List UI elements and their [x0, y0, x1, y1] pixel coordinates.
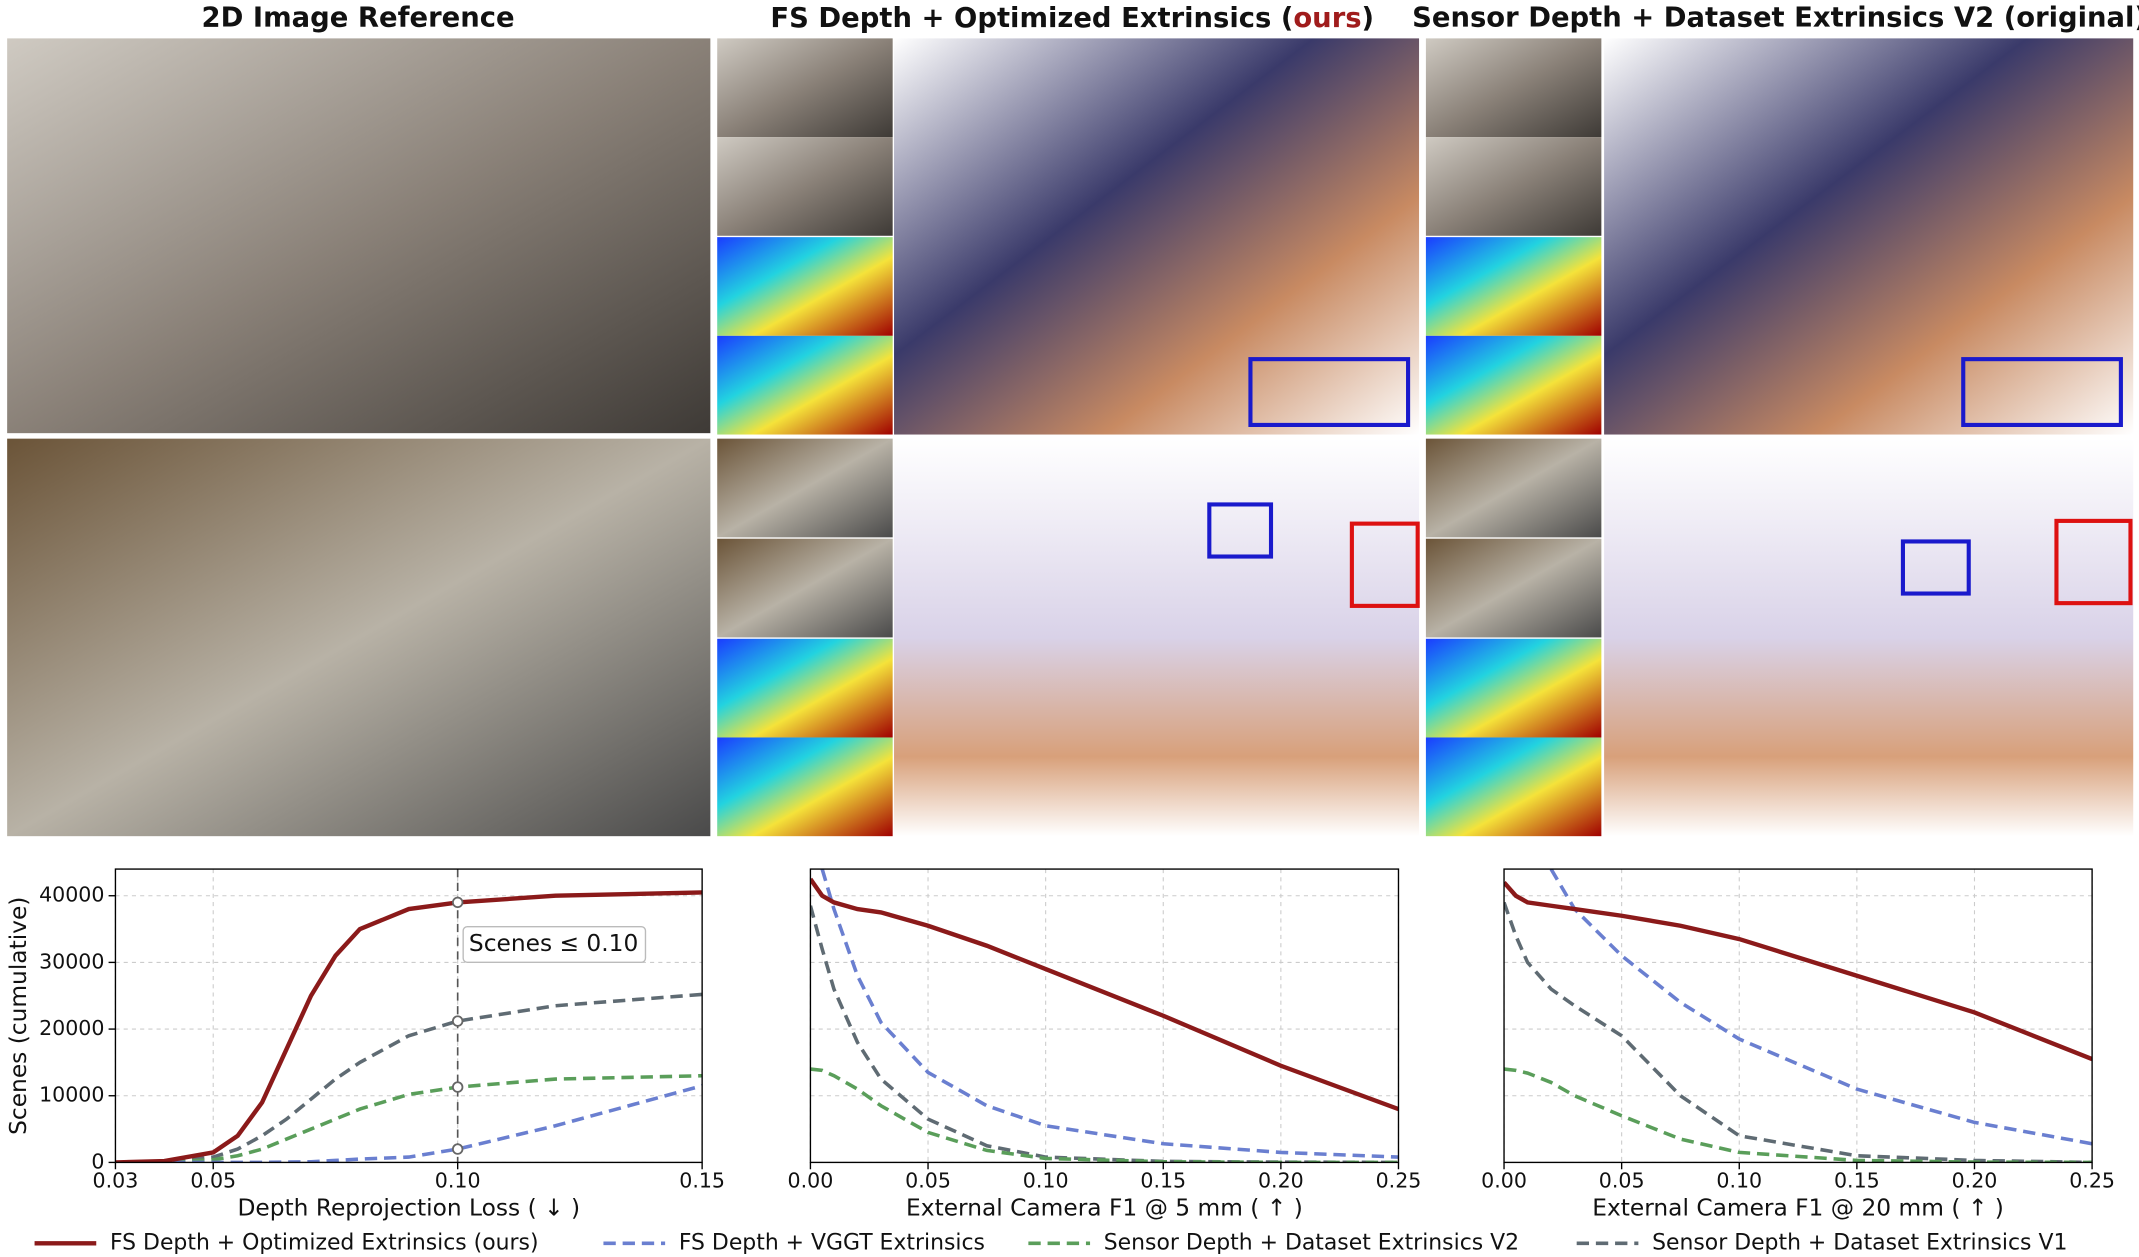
x-tick-label: 0.10 [435, 1169, 481, 1193]
depth-map [1425, 638, 1602, 738]
camera-frustum [1248, 357, 1411, 427]
thumb [1425, 538, 1602, 638]
point-cloud [1604, 438, 2134, 837]
x-tick-label: 0.20 [1952, 1169, 1998, 1193]
legend-label: Sensor Depth + Dataset Extrinsics V2 [1104, 1230, 1519, 1255]
x-tick-label: 0.25 [2069, 1169, 2115, 1193]
series-line [810, 1067, 1399, 1163]
point-marker [451, 1081, 464, 1093]
series-line [1504, 901, 2093, 1163]
photo [7, 38, 711, 434]
x-tick-label: 0.25 [1376, 1169, 1422, 1193]
x-axis-label: External Camera F1 @ 5 mm ( ↑ ) [906, 1195, 1303, 1222]
point-cloud [894, 38, 1420, 435]
thumb [1425, 438, 1602, 538]
thumb [717, 438, 893, 538]
camera-frustum [1961, 357, 2123, 427]
photo [7, 438, 711, 837]
point-marker [451, 1143, 464, 1155]
x-tick-label: 0.10 [1716, 1169, 1762, 1193]
x-tick-label: 0.20 [1258, 1169, 1304, 1193]
thumb [1425, 137, 1602, 236]
camera-frustum [2054, 518, 2133, 606]
series-line [1504, 1067, 2093, 1163]
x-tick-label: 0.05 [1599, 1169, 1645, 1193]
series-line [1504, 880, 2093, 1062]
y-tick-label: 20000 [39, 1016, 104, 1040]
depth-map [717, 638, 893, 738]
x-tick-label: 0.05 [190, 1169, 236, 1193]
depth-map [717, 237, 893, 336]
title-part: FS Depth + Optimized Extrinsics ( [770, 3, 1293, 34]
panel-title: 2D Image Reference [202, 3, 515, 34]
thumb [1425, 38, 1602, 138]
depth-map [1425, 335, 1602, 435]
x-tick-label: 0.00 [788, 1169, 834, 1193]
x-axis-label: Depth Reprojection Loss ( ↓ ) [237, 1195, 580, 1222]
x-tick-label: 0.05 [905, 1169, 951, 1193]
camera-frustum [1349, 521, 1420, 608]
image-grid [7, 38, 2134, 837]
plot-frame [809, 868, 1400, 1164]
annotation-box [462, 925, 647, 963]
depth-map [717, 335, 893, 435]
x-axis-label: External Camera F1 @ 20 mm ( ↑ ) [1592, 1195, 2004, 1222]
y-tick-label: 30000 [39, 949, 104, 973]
legend-label: Sensor Depth + Dataset Extrinsics V1 [1652, 1230, 2067, 1255]
series-line [115, 1084, 703, 1163]
x-tick-label: 0.15 [1834, 1169, 1880, 1193]
point-marker [451, 1015, 464, 1027]
plot-frame [1503, 868, 2093, 1164]
legend-label: FS Depth + Optimized Extrinsics (ours) [110, 1230, 539, 1255]
title-highlight: ours [1293, 3, 1361, 34]
y-tick-label: 40000 [39, 883, 104, 907]
y-tick-label: 10000 [39, 1083, 104, 1107]
x-tick-label: 0.15 [679, 1169, 725, 1193]
depth-map [1425, 737, 1602, 837]
point-cloud [894, 438, 1420, 837]
annotation: Scenes ≤ 0.10 [469, 930, 638, 957]
x-tick-label: 0.10 [1023, 1169, 1069, 1193]
panel-title: Sensor Depth + Dataset Extrinsics V2 (or… [1412, 3, 2139, 34]
y-tick-label: 0 [91, 1149, 104, 1173]
series-line [1549, 869, 2093, 1146]
x-tick-label: 0.00 [1481, 1169, 1527, 1193]
legend-label: FS Depth + VGGT Extrinsics [679, 1230, 985, 1255]
camera-frustum [1207, 502, 1274, 559]
thumb [717, 38, 893, 138]
camera-frustum [1900, 539, 1971, 596]
plot-frame [114, 868, 703, 1164]
series-line [810, 905, 1399, 1163]
y-axis-label: Scenes (cumulative) [5, 897, 32, 1135]
series-line [820, 869, 1399, 1159]
series-line [115, 992, 703, 1163]
thumb [717, 137, 893, 236]
series-line [115, 1073, 703, 1163]
x-tick-label: 0.15 [1140, 1169, 1186, 1193]
depth-map [717, 737, 893, 837]
point-marker [451, 896, 464, 909]
depth-map [1425, 237, 1602, 336]
series-line [810, 877, 1399, 1112]
title-part: ) [1362, 3, 1375, 34]
point-cloud [1604, 38, 2134, 435]
panel-title: FS Depth + Optimized Extrinsics (ours) [770, 3, 1374, 34]
x-tick-label: 0.03 [93, 1169, 139, 1193]
thumb [717, 538, 893, 638]
